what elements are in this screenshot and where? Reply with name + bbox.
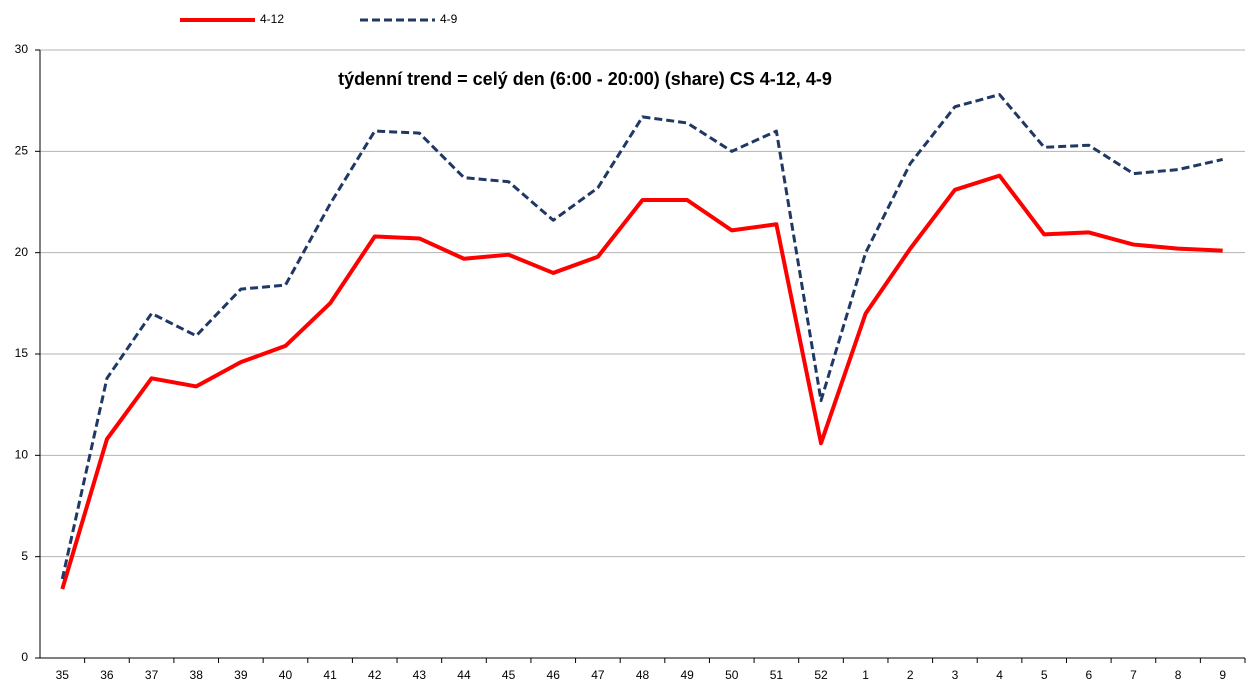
y-tick-label: 30 [15, 42, 29, 56]
x-tick-label: 6 [1085, 668, 1092, 682]
y-tick-label: 0 [21, 650, 28, 664]
x-tick-label: 4 [996, 668, 1003, 682]
x-tick-label: 44 [457, 668, 471, 682]
x-tick-label: 35 [56, 668, 70, 682]
x-tick-label: 41 [323, 668, 337, 682]
legend-label: 4-9 [440, 12, 458, 26]
x-tick-label: 40 [279, 668, 293, 682]
x-tick-label: 8 [1175, 668, 1182, 682]
x-tick-label: 46 [547, 668, 561, 682]
x-tick-label: 42 [368, 668, 382, 682]
x-tick-label: 47 [591, 668, 605, 682]
x-tick-label: 36 [100, 668, 114, 682]
series-line [60, 93, 1224, 580]
x-tick-label: 9 [1219, 668, 1226, 682]
x-tick-label: 7 [1130, 668, 1137, 682]
y-tick-label: 10 [15, 448, 29, 462]
y-tick-label: 15 [15, 346, 29, 360]
chart-title: týdenní trend = celý den (6:00 - 20:00) … [338, 69, 832, 89]
x-tick-label: 3 [952, 668, 959, 682]
x-tick-label: 38 [190, 668, 204, 682]
x-tick-label: 39 [234, 668, 248, 682]
y-tick-label: 20 [15, 245, 29, 259]
y-tick-label: 5 [21, 549, 28, 563]
x-tick-label: 37 [145, 668, 159, 682]
x-tick-label: 43 [413, 668, 427, 682]
x-tick-label: 52 [814, 668, 828, 682]
legend-label: 4-12 [260, 12, 284, 26]
x-tick-label: 51 [770, 668, 784, 682]
y-tick-label: 25 [15, 144, 29, 158]
x-tick-label: 1 [862, 668, 869, 682]
x-tick-label: 50 [725, 668, 739, 682]
x-tick-label: 48 [636, 668, 650, 682]
series-line [60, 173, 1223, 590]
x-tick-label: 5 [1041, 668, 1048, 682]
x-tick-label: 2 [907, 668, 914, 682]
x-tick-label: 49 [680, 668, 694, 682]
x-tick-label: 45 [502, 668, 516, 682]
